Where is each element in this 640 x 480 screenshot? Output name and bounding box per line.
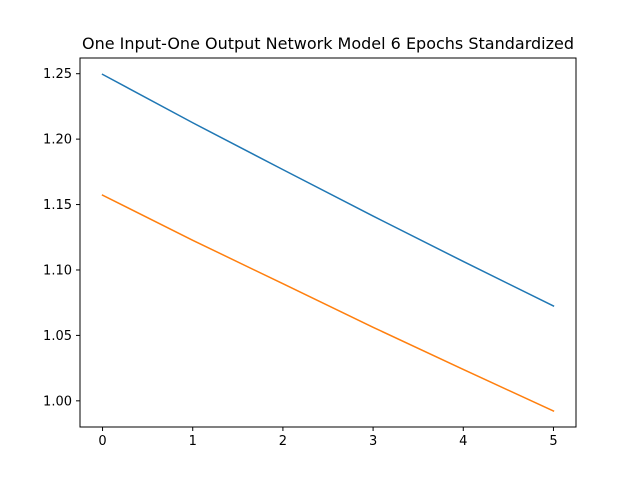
x-tick-label: 0 (98, 434, 106, 449)
y-tick-label: 1.20 (43, 133, 72, 148)
y-tick-label: 1.10 (43, 263, 72, 278)
x-axis-ticks: 0 1 2 3 4 5 (98, 427, 558, 449)
y-tick-label: 1.25 (43, 67, 72, 82)
y-tick-label: 1.15 (43, 198, 72, 213)
x-tick-label: 2 (279, 434, 287, 449)
x-tick-label: 3 (369, 434, 377, 449)
plot-frame (79, 57, 577, 428)
series-line-2 (101, 194, 555, 413)
chart-title: One Input-One Output Network Model 6 Epo… (82, 34, 574, 53)
series-line-1 (101, 73, 555, 307)
y-axis-ticks: 1.00 1.05 1.10 1.15 1.20 1.25 (43, 67, 80, 409)
y-tick-label: 1.05 (43, 329, 72, 344)
x-tick-label: 4 (459, 434, 467, 449)
x-tick-label: 1 (189, 434, 197, 449)
y-tick-label: 1.00 (43, 394, 72, 409)
x-tick-label: 5 (549, 434, 557, 449)
series-layer (101, 73, 555, 413)
